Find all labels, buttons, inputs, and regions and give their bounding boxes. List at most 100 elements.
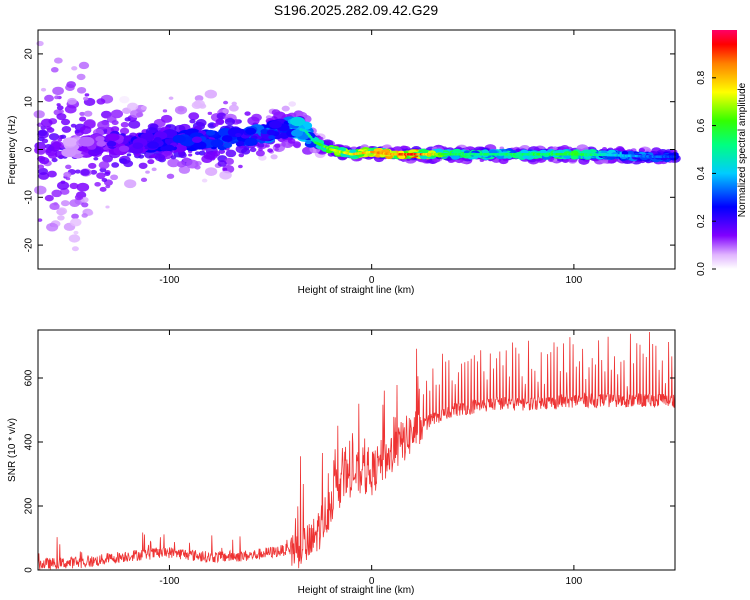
spectrogram-cell	[281, 105, 290, 112]
spectrogram-cell	[178, 152, 187, 159]
spectrogram-cell	[101, 177, 108, 183]
spectrogram-cell	[68, 234, 81, 243]
spectrogram-cell	[223, 142, 233, 149]
spectrogram-cell	[119, 127, 130, 135]
spectrogram-cell	[237, 164, 243, 169]
spectrogram-cell	[36, 148, 46, 155]
spectrogram-cell	[67, 97, 77, 105]
spectrogram-cell	[192, 141, 207, 150]
spectrogram-cell	[225, 149, 237, 158]
spectrogram-cell	[123, 160, 134, 168]
y-tick-label: 10	[24, 96, 35, 108]
spectrogram-cell	[118, 145, 130, 152]
spectrogram-cell	[127, 102, 139, 111]
spectrogram-cell	[40, 125, 47, 130]
spectrogram-cell	[78, 136, 95, 147]
colorbar: 0.0 0.2 0.4 0.6 0.8 Normalized spectral ampl…	[696, 30, 748, 276]
spectrogram-cell	[105, 184, 111, 189]
spectrogram-cell	[120, 121, 129, 128]
spectrogram-cell	[69, 199, 81, 208]
spectrogram-cell	[84, 93, 90, 97]
spectrogram-cell	[191, 136, 203, 143]
spectrogram-cell	[132, 142, 144, 150]
spectrogram-cell	[51, 157, 58, 163]
spectrogram-cell	[274, 143, 281, 149]
spectrogram-cell	[47, 145, 55, 151]
spectrogram-cell	[621, 150, 629, 156]
spectrogram-cell	[79, 116, 87, 122]
spectrogram-cell	[52, 86, 64, 96]
spectrogram-cell	[128, 120, 141, 129]
spectrogram-cell	[119, 95, 130, 104]
spectrogram-cell	[223, 100, 229, 105]
spectrogram-cell	[111, 120, 119, 126]
spectrogram-cell	[138, 162, 148, 169]
spectrogram-cell	[266, 129, 276, 136]
spectrogram-cell	[203, 151, 216, 160]
spectrogram-cell	[50, 67, 59, 73]
spectrogram-cell	[189, 118, 196, 124]
spectrogram-cell	[166, 173, 175, 179]
snr-y-label: SNR (10 * v/v)	[7, 418, 18, 482]
spectrogram-cell	[182, 157, 190, 163]
spectrogram-cell	[82, 96, 89, 101]
spectrogram-cell	[140, 177, 148, 183]
y-tick-label: 200	[24, 497, 35, 514]
spectrogram-cell	[290, 116, 306, 127]
spectrogram-cell	[222, 108, 230, 114]
spectrogram-cell	[54, 95, 60, 100]
spectrogram-cell	[241, 147, 251, 155]
spectrogram-cell	[218, 149, 226, 154]
spectrogram-cell	[74, 169, 81, 174]
spectrogram-cell	[267, 148, 274, 153]
spectrogram-cell	[522, 154, 529, 159]
spectrogram-cell	[37, 218, 43, 222]
spectrogram-heatmap	[33, 40, 681, 252]
spectrogram-cell	[34, 185, 47, 195]
colorbar-gradient	[712, 30, 737, 269]
spectrogram-cell	[74, 129, 81, 134]
spectrogram-cell	[245, 127, 257, 135]
x-tick-label: 100	[566, 275, 583, 286]
snr-frame	[37, 329, 676, 571]
y-tick-label: -20	[24, 237, 35, 252]
spectrogram-cell	[81, 213, 88, 218]
spectrogram-cell	[64, 105, 77, 114]
spectrogram-cell	[260, 128, 269, 135]
spectrogram-cell	[71, 66, 78, 71]
spectrogram-cell	[188, 112, 200, 120]
spectrogram-cell	[76, 86, 87, 94]
spectrogram-cell	[123, 135, 131, 141]
spectrogram-cell	[84, 119, 96, 128]
spectrogram-cell	[188, 153, 193, 157]
snr-panel: -100 0 100 0 200 400 600 Height of straight li…	[7, 329, 676, 596]
spectrogram-cell	[268, 135, 276, 140]
spectrogram-cell	[44, 194, 54, 202]
spectrogram-cell	[216, 112, 227, 120]
spectrogram-cell	[147, 141, 159, 149]
spectrogram-cell	[167, 158, 180, 168]
spectrogram-cell	[60, 118, 71, 126]
spectrogram-cell	[140, 105, 147, 111]
spectrogram-cell	[136, 112, 144, 118]
spectrogram-cell	[111, 162, 120, 168]
spectrogram-cell	[221, 135, 233, 142]
spectrogram-cell	[201, 178, 208, 183]
spectrogram-cell	[38, 167, 49, 176]
spectrogram-cell	[96, 98, 106, 105]
spectrogram-cell	[60, 180, 66, 184]
spectrogram-cell	[83, 110, 93, 117]
spectrogram-cell	[73, 230, 79, 235]
spectrogram-cell	[244, 137, 258, 146]
x-tick-label: -100	[159, 576, 179, 587]
spectrogram-cell	[291, 129, 304, 137]
spectrogram-cell	[61, 125, 72, 133]
spectrogram-cell	[126, 153, 132, 157]
spectrogram-cell	[210, 139, 224, 148]
spectrogram-cell	[57, 215, 65, 221]
spectrogram-cell	[269, 120, 282, 129]
spectrogram-cell	[80, 169, 90, 176]
spectrogram-cell	[172, 134, 186, 144]
